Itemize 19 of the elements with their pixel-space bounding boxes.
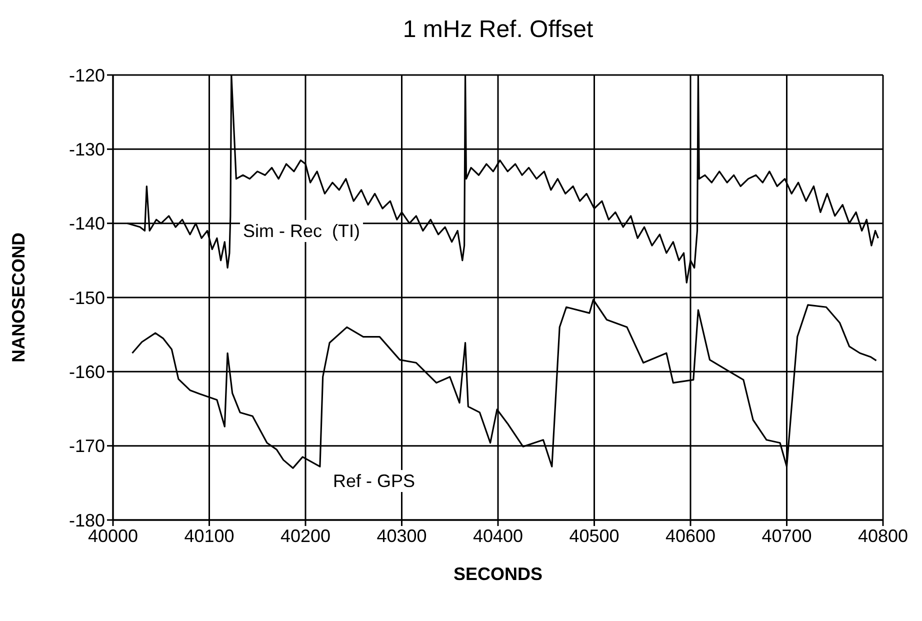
chart-title: 1 mHz Ref. Offset [402, 16, 594, 44]
y-tick-label: -150 [68, 288, 105, 308]
x-tick-label: 40100 [184, 526, 234, 546]
x-tick-label: 40400 [472, 526, 524, 546]
x-tick-label: 40200 [280, 526, 331, 546]
y-tick-label: -160 [68, 362, 105, 382]
x-tick-label: 40300 [376, 526, 427, 546]
x-axis-title: SECONDS [453, 564, 543, 584]
x-tick-label: 40800 [858, 526, 908, 546]
y-tick-label: -120 [68, 65, 105, 86]
annotation: Sim - Rec (TI) [240, 220, 363, 242]
y-tick-label: -140 [68, 214, 105, 234]
x-tick-label: 40700 [762, 526, 812, 546]
y-tick-label: -170 [68, 436, 105, 456]
x-tick-label: 40600 [665, 526, 716, 546]
y-tick-label: -130 [68, 140, 105, 160]
y-axis-title: NANOSECOND [8, 232, 28, 363]
annotation: Ref - GPS [330, 470, 418, 492]
x-tick-label: 40500 [569, 526, 620, 546]
